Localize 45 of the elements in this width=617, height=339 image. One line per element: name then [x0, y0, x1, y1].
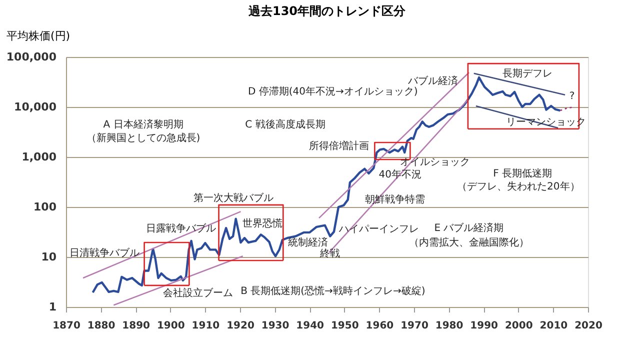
x-tick-label: 1980	[435, 320, 464, 332]
x-tick-label: 1940	[296, 320, 324, 332]
x-tick-label: 1990	[470, 320, 498, 332]
y-axis-title: 平均株価(円)	[6, 30, 70, 42]
annotation: 長期デフレ	[502, 67, 552, 80]
annotation: C 戦後高度成長期	[245, 118, 326, 130]
annotation: F 長期低迷期	[493, 167, 552, 180]
x-tick-label: 1950	[330, 320, 359, 332]
x-tick-label: 1880	[87, 320, 116, 332]
x-tick-label: 2020	[574, 320, 602, 332]
x-tick-label: 1930	[261, 320, 290, 332]
annotation: 終戦	[318, 247, 340, 260]
x-tick-label: 1960	[366, 320, 394, 332]
x-tick-label: 2010	[540, 320, 568, 332]
chart-title: 過去130年間のトレンド区分	[247, 4, 407, 18]
y-tick-label: 100,000	[6, 50, 57, 64]
annotation: 会社設立ブーム	[163, 287, 234, 300]
y-tick-label: 10,000	[14, 100, 57, 114]
x-tick-label: 1970	[400, 320, 428, 332]
y-tick-label: 1,000	[22, 150, 57, 164]
annotation: A 日本経済黎明期	[103, 118, 184, 130]
x-tick-label: 1870	[52, 320, 80, 332]
annotation: 所得倍増計画	[308, 140, 369, 152]
annotation: （内需拡大、金融国際化）	[408, 236, 529, 248]
x-tick-label: 1920	[226, 320, 254, 332]
annotation: B 長期低迷期(恐慌→戦時インフレ→破綻)	[240, 284, 426, 297]
annotation: （デフレ、失われた20年）	[457, 180, 580, 192]
y-tick-label: 1	[48, 300, 56, 314]
annotation: E バブル経済期	[434, 222, 504, 234]
annotation: D 停滞期(40年不況→オイルショック)	[248, 86, 418, 98]
y-tick-label: 10	[41, 250, 57, 264]
annotation: 第一次大戦バブル	[194, 192, 274, 204]
annotation: 世界恐慌	[242, 217, 283, 230]
annotation: 日清戦争バブル	[69, 247, 140, 260]
x-tick-label: 2000	[504, 320, 533, 332]
annotation: オイルショック	[400, 156, 470, 168]
annotation: バブル経済	[407, 75, 458, 88]
annotation: 統制経済	[288, 236, 328, 248]
annotation: （新興国としての急成長)	[86, 132, 200, 144]
annotation: ?	[569, 91, 575, 102]
y-tick-label: 100	[34, 200, 57, 214]
x-tick-label: 1890	[122, 320, 150, 332]
x-tick-label: 1910	[192, 320, 220, 332]
annotation: ハイパーインフレ	[338, 224, 420, 236]
x-tick-label: 1900	[156, 320, 185, 332]
